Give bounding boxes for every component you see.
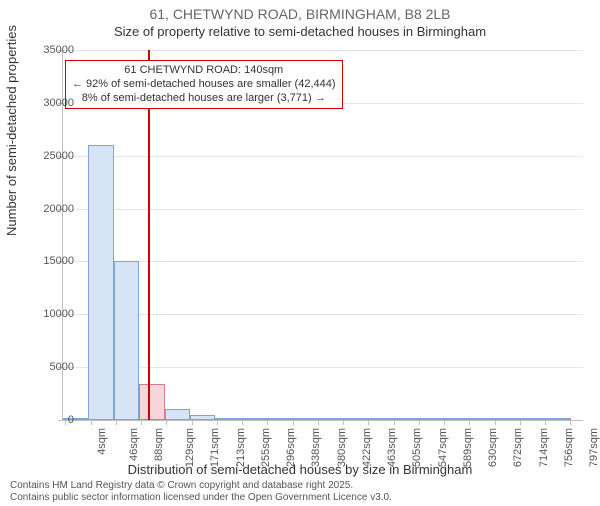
histogram-bar <box>241 418 266 420</box>
x-tick-mark <box>116 420 117 425</box>
gridline <box>63 367 583 368</box>
histogram-bar <box>520 418 545 420</box>
x-tick-mark <box>141 420 142 425</box>
footer-line-1: Contains HM Land Registry data © Crown c… <box>10 480 392 492</box>
x-tick-mark <box>217 420 218 425</box>
gridline <box>63 209 583 210</box>
footer-line-2: Contains public sector information licen… <box>10 492 392 504</box>
x-tick-mark <box>318 420 319 425</box>
y-tick-label: 5000 <box>24 361 74 373</box>
x-tick-mark <box>469 420 470 425</box>
x-tick-mark <box>267 420 268 425</box>
x-tick-mark <box>368 420 369 425</box>
x-tick-mark <box>192 420 193 425</box>
y-tick-label: 15000 <box>24 255 74 267</box>
x-tick-mark <box>91 420 92 425</box>
x-tick-mark <box>394 420 395 425</box>
histogram-bar <box>393 418 418 420</box>
histogram-bar <box>292 418 317 420</box>
x-tick-mark <box>293 420 294 425</box>
x-tick-label: 88sqm <box>153 428 165 461</box>
x-axis-label: Distribution of semi-detached houses by … <box>0 462 600 477</box>
x-tick-mark <box>520 420 521 425</box>
footer-credits: Contains HM Land Registry data © Crown c… <box>10 480 392 504</box>
x-tick-mark <box>343 420 344 425</box>
x-tick-mark <box>242 420 243 425</box>
y-tick-label: 20000 <box>24 203 74 215</box>
y-tick-label: 35000 <box>24 44 74 56</box>
histogram-bar-highlight <box>139 384 164 420</box>
histogram-bar <box>469 418 494 420</box>
histogram-bar <box>368 418 393 420</box>
y-tick-label: 25000 <box>24 150 74 162</box>
x-tick-mark <box>545 420 546 425</box>
histogram-bar <box>419 418 444 420</box>
histogram-bar <box>190 415 215 420</box>
histogram-bar <box>495 418 520 420</box>
annotation-line: ← 92% of semi-detached houses are smalle… <box>72 78 336 92</box>
y-tick-label: 0 <box>24 414 74 426</box>
x-tick-label: 46sqm <box>128 428 140 461</box>
x-tick-mark <box>444 420 445 425</box>
histogram-bar <box>444 418 469 420</box>
x-tick-mark <box>166 420 167 425</box>
gridline <box>63 156 583 157</box>
histogram-bar <box>215 418 240 420</box>
histogram-bar <box>342 418 367 420</box>
y-tick-label: 10000 <box>24 308 74 320</box>
gridline <box>63 314 583 315</box>
gridline <box>63 50 583 51</box>
plot-area: 4sqm46sqm88sqm129sqm171sqm213sqm255sqm29… <box>62 50 582 420</box>
gridline <box>63 261 583 262</box>
x-tick-mark <box>495 420 496 425</box>
histogram-bar <box>114 261 139 420</box>
chart-title: 61, CHETWYND ROAD, BIRMINGHAM, B8 2LB <box>0 6 600 22</box>
x-tick-label: 4sqm <box>96 428 108 455</box>
annotation-header: 61 CHETWYND ROAD: 140sqm <box>72 64 336 78</box>
histogram-bar <box>165 409 190 420</box>
y-tick-label: 30000 <box>24 97 74 109</box>
histogram-bar <box>88 145 113 420</box>
annotation-line: 8% of semi-detached houses are larger (3… <box>72 92 336 106</box>
x-tick-mark <box>570 420 571 425</box>
y-axis-label: Number of semi-detached properties <box>4 25 19 236</box>
annotation-box: 61 CHETWYND ROAD: 140sqm← 92% of semi-de… <box>65 60 343 109</box>
chart-subtitle: Size of property relative to semi-detach… <box>0 24 600 39</box>
plot-inner: 4sqm46sqm88sqm129sqm171sqm213sqm255sqm29… <box>62 50 583 421</box>
histogram-bar <box>266 418 291 420</box>
histogram-bar <box>317 418 342 420</box>
x-tick-mark <box>419 420 420 425</box>
histogram-bar <box>546 418 571 420</box>
